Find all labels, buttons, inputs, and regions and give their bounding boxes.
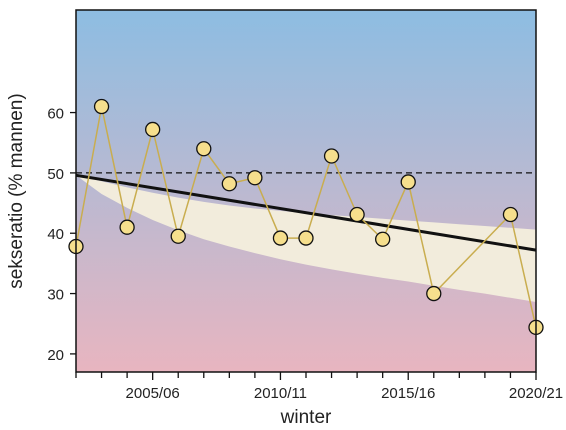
data-point: [247, 170, 263, 186]
x-tick-label: 2005/06: [126, 385, 180, 402]
y-tick-label: 40: [47, 226, 64, 243]
data-point: [375, 231, 391, 247]
data-point: [272, 230, 289, 246]
y-axis: 20 30 40 50 60: [47, 106, 76, 364]
data-point: [349, 206, 365, 223]
data-point: [196, 141, 212, 157]
data-point: [323, 148, 340, 164]
data-point: [426, 285, 442, 302]
y-tick-label: 20: [47, 347, 64, 364]
data-point: [298, 230, 314, 246]
plot-background: [76, 10, 536, 372]
data-point: [119, 219, 135, 235]
data-point: [400, 174, 416, 190]
data-point: [502, 206, 519, 223]
x-tick-label: 2010/11: [254, 385, 307, 402]
data-point: [145, 121, 161, 138]
x-tick-label: 2015/16: [381, 385, 435, 402]
data-point: [93, 98, 110, 115]
y-tick-label: 50: [47, 166, 64, 183]
trend-line: [75, 173, 537, 252]
x-axis: 2005/06 2010/11 2015/16 2020/21: [75, 372, 563, 402]
x-axis-label: winter: [280, 407, 332, 428]
data-point: [221, 176, 237, 192]
data-point: [170, 228, 186, 244]
x-tick-label: 2020/21: [509, 385, 563, 402]
y-tick-label: 60: [47, 106, 64, 123]
y-axis-label: sekseratio (% mannen): [6, 93, 27, 288]
y-tick-label: 30: [47, 287, 64, 304]
